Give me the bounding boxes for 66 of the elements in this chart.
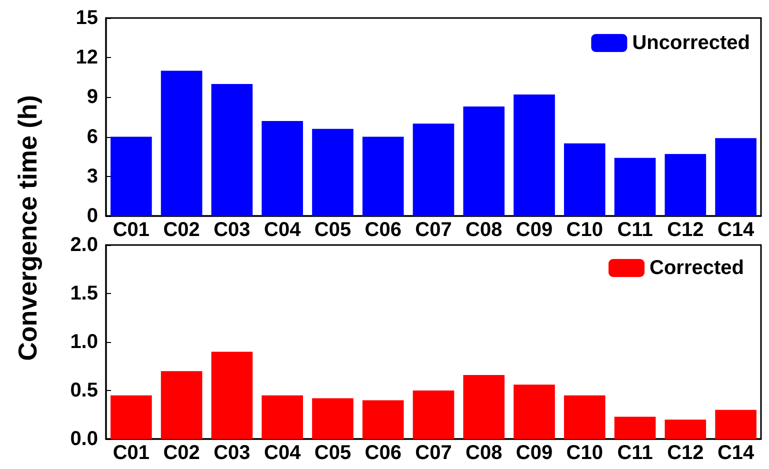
x-tick-label: C10 xyxy=(566,442,604,464)
bar xyxy=(262,395,304,439)
x-tick-label: C07 xyxy=(415,219,452,241)
bar xyxy=(514,384,555,439)
bar xyxy=(262,120,304,216)
x-tick-label: C12 xyxy=(667,442,704,464)
x-tick-label: C01 xyxy=(112,442,150,464)
bar xyxy=(664,420,706,439)
bar xyxy=(664,154,706,216)
bar xyxy=(110,395,152,439)
x-tick-label: C03 xyxy=(214,219,250,241)
bar xyxy=(614,416,656,439)
x-tick-label: C14 xyxy=(717,219,756,241)
x-tick-label: C08 xyxy=(466,219,502,241)
bar xyxy=(564,395,606,439)
x-tick-label: C14 xyxy=(717,442,756,464)
bar xyxy=(211,84,253,216)
y-tick-label: 12 xyxy=(76,46,98,69)
x-tick-label: C12 xyxy=(667,219,704,241)
x-tick-label: C05 xyxy=(314,442,352,464)
bar xyxy=(110,136,152,216)
y-tick-label: 2.0 xyxy=(70,234,98,256)
bar xyxy=(614,158,656,216)
x-tick-label: C04 xyxy=(264,219,302,241)
y-axis-title: Convergence time (h) xyxy=(12,95,44,361)
x-tick-label: C09 xyxy=(516,219,553,241)
bar xyxy=(160,371,202,439)
x-tick-label: C10 xyxy=(566,219,604,241)
x-tick-label: C08 xyxy=(466,442,502,464)
y-tick-label: 15 xyxy=(76,7,98,29)
bar xyxy=(362,400,404,439)
y-tick-label: 9 xyxy=(86,86,98,108)
x-tick-label: C04 xyxy=(264,442,302,464)
x-tick-label: C11 xyxy=(617,442,653,464)
bar xyxy=(463,374,505,439)
x-tick-label: C02 xyxy=(163,442,200,464)
bar xyxy=(312,128,354,216)
bar xyxy=(312,398,354,439)
y-tick-label: 0.0 xyxy=(70,428,98,450)
bar xyxy=(211,352,253,439)
x-tick-label: C06 xyxy=(364,219,402,241)
bar xyxy=(412,124,454,216)
bar xyxy=(463,106,505,216)
y-tick-label: 1.0 xyxy=(70,331,98,353)
bar xyxy=(362,136,404,216)
y-tick-label: 6 xyxy=(86,126,98,148)
bar xyxy=(715,410,756,439)
x-tick-label: C02 xyxy=(163,219,200,241)
bar xyxy=(564,143,606,216)
x-tick-label: C06 xyxy=(364,442,402,464)
x-tick-label: C11 xyxy=(617,219,653,241)
y-tick-label: 1.5 xyxy=(70,282,98,304)
bar xyxy=(514,94,555,216)
bar xyxy=(412,390,454,439)
x-tick-label: C01 xyxy=(112,219,150,241)
y-tick-label: 3 xyxy=(86,165,98,188)
legend-label: Uncorrected xyxy=(632,32,750,54)
x-tick-label: C09 xyxy=(516,442,553,464)
bar xyxy=(715,138,756,216)
x-tick-label: C03 xyxy=(214,442,250,464)
y-tick-label: 0.5 xyxy=(70,380,98,402)
x-tick-label: C07 xyxy=(415,442,452,464)
x-tick-label: C05 xyxy=(314,219,352,241)
y-tick-label: 0 xyxy=(86,205,98,227)
legend-label: Corrected xyxy=(650,257,744,279)
bar xyxy=(160,70,202,216)
